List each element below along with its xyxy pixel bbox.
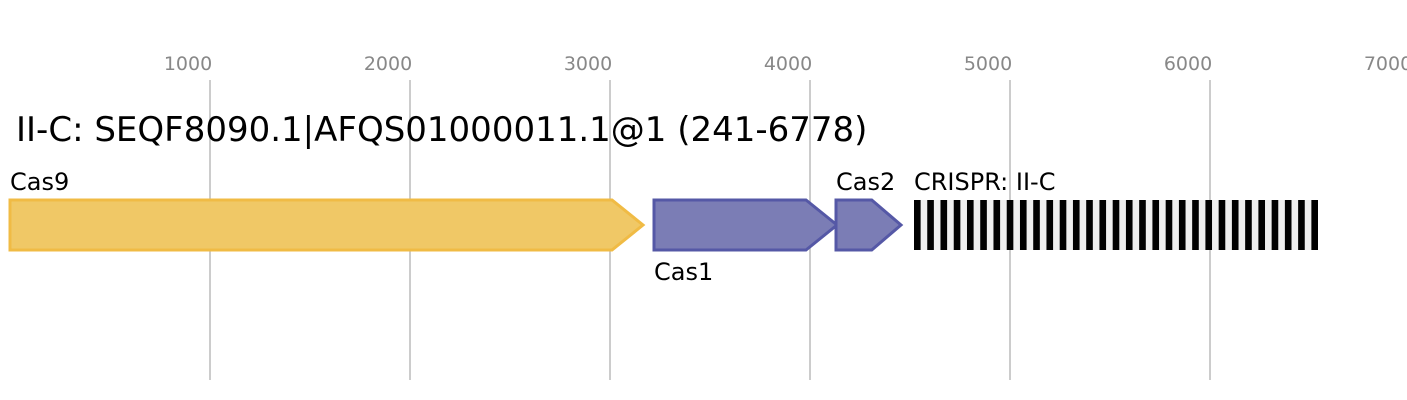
crispr-repeat [1125,200,1133,250]
crispr-repeat [1139,200,1146,250]
crispr-repeat [1271,200,1279,250]
crispr-repeat [1086,200,1093,250]
gene-label: Cas1 [654,258,713,286]
tick-label: 6000 [1164,53,1212,75]
crispr-repeat [1258,200,1266,250]
crispr-repeat [1033,200,1040,250]
crispr-repeat [914,200,921,250]
crispr-repeat [966,200,974,250]
tick-label: 3000 [564,53,612,75]
genes: Cas9 Cas1 Cas2 [8,168,904,286]
crispr-repeat [1019,200,1027,250]
gene-arrow[interactable] [8,198,646,252]
crispr-repeat [1245,200,1252,250]
tick-label: 1000 [164,53,212,75]
crispr-repeat [1178,200,1186,250]
crispr-array: CRISPR: II-C [914,168,1318,250]
crispr-repeat [993,200,1001,250]
crispr-repeat [1231,200,1239,250]
gene-label: Cas2 [836,168,895,196]
crispr-repeat [1072,200,1080,250]
locus-title: II-C: SEQF8090.1|AFQS01000011.1@1 (241-6… [16,110,867,150]
crispr-repeat [1218,200,1226,250]
crispr-repeat [1165,200,1173,250]
crispr-repeat [953,200,961,250]
crispr-repeat [1152,200,1160,250]
crispr-repeat [1099,200,1107,250]
tick-label: 2000 [364,53,412,75]
crispr-repeat [980,200,987,250]
crispr-label: CRISPR: II-C [914,168,1055,196]
tick-label: 7000 [1364,53,1407,75]
crispr-repeat [1046,200,1054,250]
gene-arrow[interactable] [652,198,840,252]
crispr-repeat [1059,200,1067,250]
gene-cas9[interactable]: Cas9 [8,168,646,252]
crispr-repeat [1112,200,1120,250]
crispr-repeat [1205,200,1213,250]
tick-label: 5000 [964,53,1012,75]
crispr-repeat [1192,200,1199,250]
gene-label: Cas9 [10,168,69,196]
crispr-repeat [1311,200,1318,250]
crispr-repeat [1284,200,1292,250]
tick-label: 4000 [764,53,812,75]
crispr-repeat [927,200,934,250]
crispr-repeat [1006,200,1014,250]
crispr-repeat [940,200,948,250]
gene-arrow[interactable] [834,198,904,252]
crispr-repeat [1298,200,1305,250]
gene-cas2[interactable]: Cas2 [834,168,904,252]
gene-cas1[interactable]: Cas1 [652,198,840,286]
